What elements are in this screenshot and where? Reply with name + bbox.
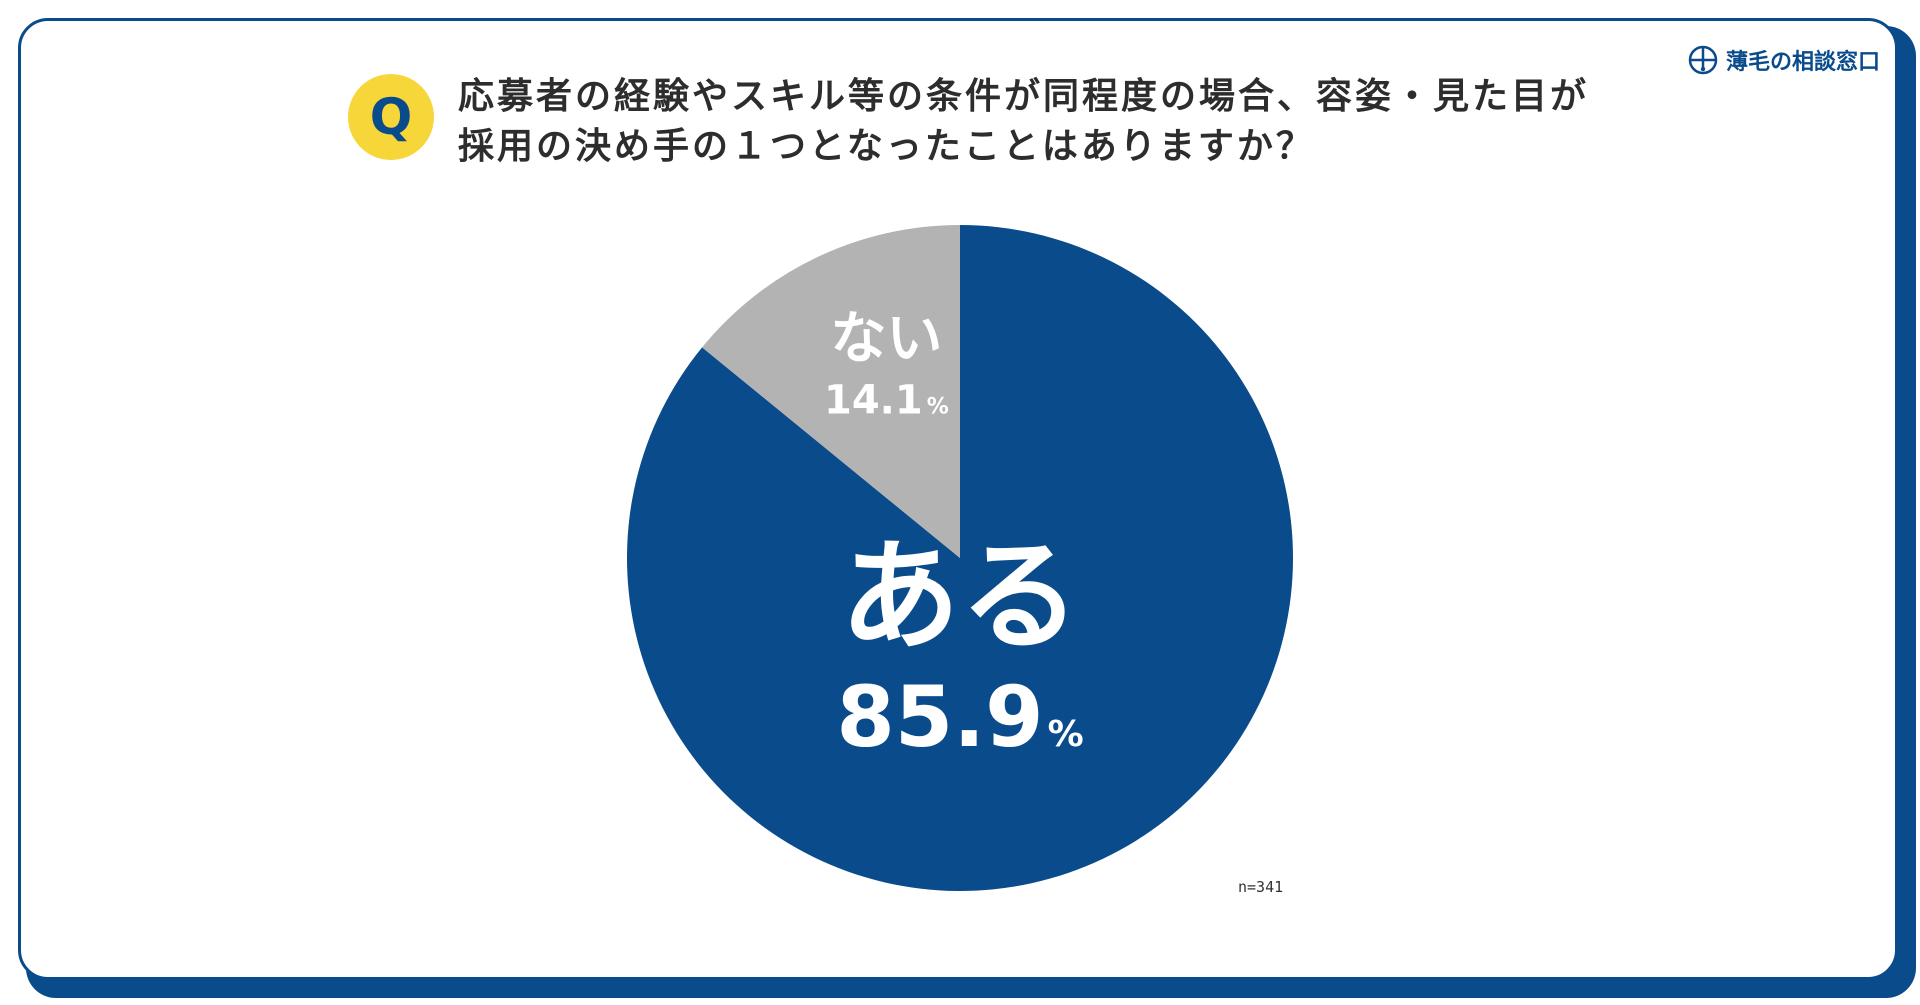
question-line-2: 採用の決め手の１つとなったことはありますか？ <box>458 126 1315 167</box>
slice-label-aru: ある <box>840 528 1080 667</box>
question-text: 応募者の経験やスキル等の条件が同程度の場合、容姿・見た目が 採用の決め手の１つと… <box>458 72 1608 172</box>
hair-follicle-logo-icon <box>1688 45 1718 75</box>
pie-slice-nai <box>702 225 960 558</box>
slice-value-nai: 14.1% <box>824 377 949 423</box>
question-line-1: 応募者の経験やスキル等の条件が同程度の場合、容姿・見た目が <box>458 76 1590 117</box>
slice-label-nai: ない <box>830 306 942 371</box>
brand-name: 薄毛の相談窓口 <box>1725 50 1880 75</box>
question-badge: Q <box>348 74 434 160</box>
slice-value-aru: 85.9% <box>836 668 1083 766</box>
sample-size-label: n=341 <box>1238 878 1284 896</box>
brand-logo: 薄毛の相談窓口 <box>1688 44 1880 76</box>
pie-slice-aru <box>626 225 1293 891</box>
